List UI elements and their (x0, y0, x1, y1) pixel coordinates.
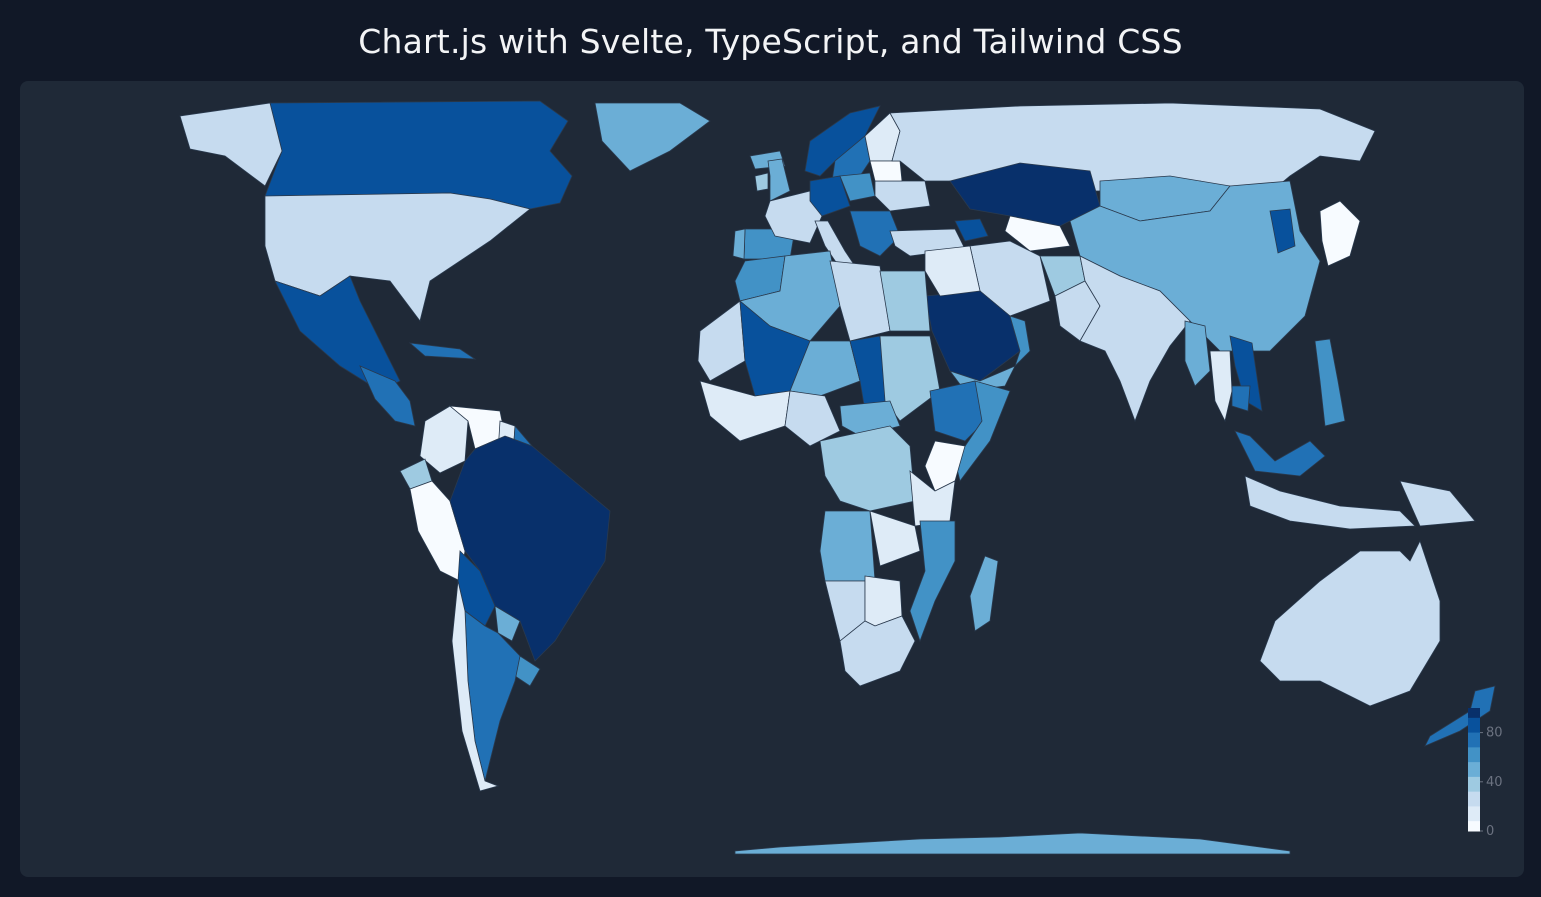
region-ukraine[interactable]: Ukraine: 25 (874, 180, 931, 212)
region-central-america[interactable]: Central America: 70 (359, 365, 416, 427)
region-portugal[interactable]: Portugal: 55 (732, 228, 746, 260)
region-balkans[interactable]: Balkans: 80 (849, 210, 901, 257)
legend-swatch (1468, 806, 1480, 812)
region-india[interactable]: India: 22 (1079, 255, 1191, 423)
legend-swatch (1468, 722, 1480, 729)
page-title: Chart.js with Svelte, TypeScript, and Ta… (358, 22, 1183, 61)
region-australia[interactable]: Australia: 30 (1259, 539, 1441, 707)
region-mauritania[interactable]: Mauritania: 20 (697, 300, 746, 382)
region-korea[interactable]: Korea: 90 (1269, 208, 1296, 254)
legend-swatch (1468, 747, 1480, 753)
region-mozambique[interactable]: Mozambique: 60 (909, 520, 956, 643)
region-myanmar[interactable]: Myanmar: 50 (1184, 320, 1211, 387)
legend-swatch (1468, 801, 1480, 807)
legend-tick-label: 40 (1486, 775, 1503, 790)
legend-swatch (1468, 737, 1480, 743)
region-malaysia[interactable]: Malaysia: 80 (1234, 430, 1326, 477)
legend-swatch (1468, 816, 1480, 822)
region-mexico[interactable]: Mexico: 88 (274, 275, 401, 392)
legend-swatch (1468, 776, 1480, 783)
region-japan[interactable]: Japan: 5 (1319, 200, 1361, 267)
legend-swatch (1468, 717, 1480, 724)
region-nigeria[interactable]: Nigeria: 25 (784, 390, 841, 447)
region-cuba[interactable]: Cuba: 72 (408, 342, 477, 360)
region-ireland[interactable]: Ireland: 35 (754, 172, 769, 192)
region-united-kingdom[interactable]: United Kingdom: 45 (767, 158, 791, 202)
color-legend: 0 40 80 (1468, 708, 1503, 839)
region-canada[interactable]: Canada: 88 (264, 100, 573, 210)
region-dr-congo[interactable]: DR Congo: 35 (819, 425, 916, 512)
legend-swatch (1468, 826, 1480, 832)
region-new-zealand[interactable]: New Zealand: 72 (1424, 685, 1496, 747)
legend-swatch (1468, 757, 1480, 763)
legend-swatch (1468, 771, 1480, 778)
region-kenya[interactable]: Kenya: 5 (924, 440, 966, 492)
legend-swatch (1468, 796, 1480, 802)
legend-swatch (1468, 708, 1480, 714)
region-papua-new-guinea[interactable]: Papua New Guinea: 25 (1399, 480, 1476, 527)
region-alaska[interactable]: Alaska: 30 (179, 102, 283, 187)
region-libya[interactable]: Libya: 25 (829, 260, 891, 342)
legend-swatch (1468, 821, 1480, 827)
legend-tick-label: 80 (1486, 726, 1503, 741)
region-antarctica[interactable]: Antarctica: 50 (734, 832, 1291, 855)
legend-swatch (1468, 742, 1480, 748)
region-zambia[interactable]: Zambia: 15 (869, 510, 921, 567)
region-brazil[interactable]: Brazil: 97 (449, 435, 611, 662)
region-niger[interactable]: Niger: 55 (789, 340, 861, 397)
legend-swatch (1468, 762, 1480, 768)
region-sudan[interactable]: Sudan: 35 (879, 335, 941, 422)
region-oman[interactable]: Oman: 60 (1009, 315, 1031, 367)
region-greenland[interactable]: Greenland: 55 (594, 102, 711, 172)
region-south-africa[interactable]: South Africa: 30 (839, 615, 916, 687)
region-colombia[interactable]: Colombia: 15 (419, 405, 469, 474)
choropleth-map[interactable]: Canada: 88United States: 30Alaska: 30Gre… (20, 81, 1524, 877)
regions-layer: Canada: 88United States: 30Alaska: 30Gre… (179, 100, 1496, 855)
region-madagascar[interactable]: Madagascar: 45 (969, 555, 999, 632)
region-philippines[interactable]: Philippines: 65 (1314, 338, 1346, 427)
legend-swatch (1468, 712, 1480, 719)
legend-swatch (1468, 781, 1480, 788)
region-tanzania[interactable]: Tanzania: 10 (909, 470, 956, 527)
region-syria-iraq[interactable]: Syria & Iraq: 15 (924, 245, 981, 297)
region-caucasus[interactable]: Caucasus: 85 (954, 218, 989, 242)
region-thailand[interactable]: Thailand: 8 (1209, 350, 1233, 423)
region-uzbekistan[interactable]: Uzbekistan: 5 (1004, 215, 1071, 252)
legend-tick-label: 0 (1486, 824, 1494, 839)
region-cambodia[interactable]: Cambodia: 70 (1231, 385, 1251, 412)
legend-swatch (1468, 791, 1480, 798)
region-belarus[interactable]: Belarus: 5 (869, 160, 903, 182)
legend-swatch (1468, 727, 1480, 734)
region-indonesia[interactable]: Indonesia: 30 (1244, 475, 1416, 530)
region-egypt[interactable]: Egypt: 35 (879, 270, 931, 332)
legend-swatch (1468, 732, 1480, 739)
legend-swatch (1468, 767, 1480, 773)
legend-swatch (1468, 786, 1480, 793)
legend-swatch (1468, 811, 1480, 817)
chart-card: Canada: 88United States: 30Alaska: 30Gre… (20, 81, 1524, 877)
region-somalia[interactable]: Somalia: 60 (954, 380, 1011, 482)
region-angola[interactable]: Angola: 50 (819, 510, 876, 582)
region-saudi-arabia[interactable]: Saudi Arabia: 97 (924, 290, 1021, 382)
region-germany[interactable]: Germany: 82 (809, 175, 851, 217)
region-chile[interactable]: Chile: 12 (451, 580, 500, 792)
region-vietnam[interactable]: Vietnam: 92 (1229, 335, 1263, 412)
legend-swatch (1468, 752, 1480, 758)
region-paraguay[interactable]: Paraguay: 45 (494, 605, 521, 642)
